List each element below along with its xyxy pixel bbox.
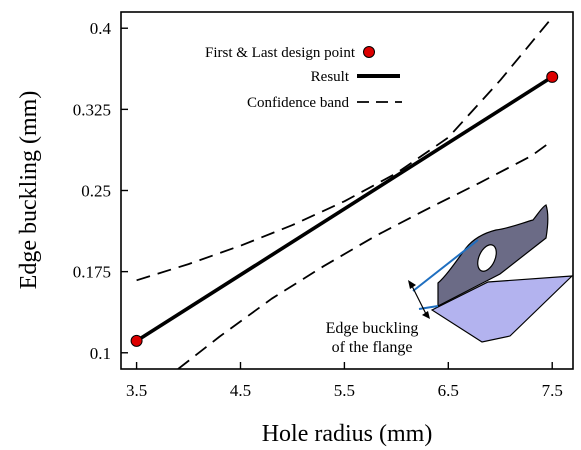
legend: First & Last design point Result Confide… xyxy=(205,45,402,111)
annotation-line-1: Edge buckling xyxy=(326,320,419,337)
series-layer xyxy=(130,16,559,369)
legend-marker-design-points xyxy=(363,46,375,58)
result-line xyxy=(135,75,554,343)
flange-edge-highlight xyxy=(412,239,479,310)
design-point-marker xyxy=(130,334,143,347)
legend-label-result: Result xyxy=(311,69,350,85)
legend-label-confidence: Confidence band xyxy=(247,95,350,111)
x-axis: 3.5 4.5 5.5 6.5 7.5 xyxy=(126,362,563,400)
y-tick-label: 0.4 xyxy=(90,19,112,38)
flange-hole xyxy=(477,244,497,272)
y-tick-label: 0.325 xyxy=(73,100,111,119)
y-tick-label: 0.175 xyxy=(73,263,111,282)
confidence-band-line-1 xyxy=(136,16,553,282)
x-tick-label: 6.5 xyxy=(438,381,459,400)
x-axis-title: Hole radius (mm) xyxy=(262,421,433,447)
y-axis-title: Edge buckling (mm) xyxy=(16,91,42,290)
flange-with-hole-icon: Edge buckling of the flange xyxy=(326,204,574,356)
y-tick-label: 0.1 xyxy=(90,344,111,363)
x-tick-label: 5.5 xyxy=(334,381,355,400)
confidence-band-line-2 xyxy=(177,139,553,369)
base-plate xyxy=(430,275,574,343)
arrowhead-bottom xyxy=(422,311,430,319)
y-axis: 0.1 0.175 0.25 0.325 0.4 xyxy=(73,19,128,363)
y-tick-label: 0.25 xyxy=(81,182,111,201)
design-point-marker xyxy=(546,70,559,83)
annotation-line-2: of the flange xyxy=(332,339,413,356)
arrowhead-top xyxy=(408,280,416,289)
x-tick-label: 3.5 xyxy=(126,381,147,400)
x-tick-label: 7.5 xyxy=(542,381,563,400)
x-tick-label: 4.5 xyxy=(230,381,251,400)
legend-label-design-points: First & Last design point xyxy=(205,45,356,61)
buckling-dimension-arrow xyxy=(411,285,427,315)
